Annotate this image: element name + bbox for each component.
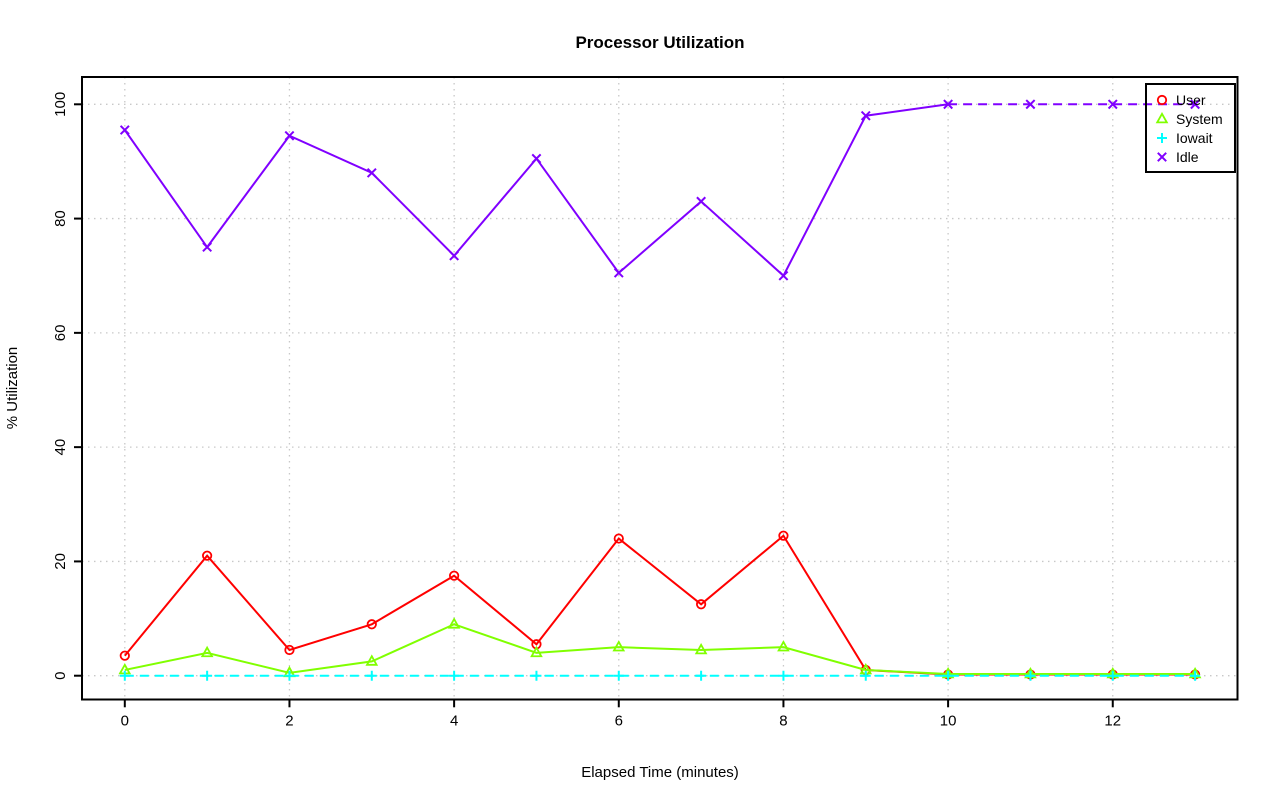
- data-point-idle: [531, 153, 542, 164]
- data-point-iowait: [119, 670, 130, 681]
- x-tick-label: 2: [285, 712, 293, 729]
- series-idle: [119, 99, 1200, 281]
- data-point-idle: [613, 267, 624, 278]
- legend-label: System: [1176, 110, 1223, 127]
- data-point-iowait: [613, 670, 624, 681]
- y-tick-label: 60: [52, 325, 69, 342]
- data-point-iowait: [860, 670, 871, 681]
- legend-item-user: User: [1147, 90, 1234, 109]
- data-point-iowait: [696, 670, 707, 681]
- data-point-user: [778, 530, 789, 541]
- legend-label: Iowait: [1176, 129, 1213, 146]
- data-point-idle: [1025, 99, 1036, 110]
- data-point-user: [284, 644, 295, 656]
- data-point-iowait: [1190, 670, 1201, 681]
- x-tick-label: 0: [121, 712, 129, 729]
- data-point-idle: [1107, 99, 1118, 110]
- data-point-system: [612, 640, 626, 652]
- legend-system-marker-icon: [1155, 111, 1169, 123]
- legend-label: User: [1176, 91, 1206, 108]
- legend-marker-glyph: [1157, 132, 1167, 143]
- chart-title: Processor Utilization: [575, 33, 744, 52]
- data-point-idle: [778, 270, 789, 281]
- data-point-iowait: [449, 670, 460, 681]
- plot-border: [81, 76, 1239, 701]
- data-point-idle: [119, 125, 130, 135]
- data-point-system: [200, 645, 214, 658]
- data-point-system: [365, 654, 379, 666]
- data-point-system: [447, 617, 461, 629]
- data-point-idle: [860, 110, 871, 121]
- legend: User System Iowait Idle: [1145, 83, 1236, 173]
- axis-layer: 0 2 4 6 8 10 12 0 20 40 60 80 100: [52, 92, 1121, 730]
- legend-item-system: System: [1147, 109, 1234, 128]
- data-point-idle: [696, 196, 707, 207]
- data-point-user: [366, 619, 377, 630]
- series-line-idle-solid: [123, 103, 949, 278]
- legend-marker-glyph: [1155, 111, 1169, 123]
- x-tick-label: 8: [779, 712, 787, 729]
- y-tick-label: 40: [52, 439, 69, 456]
- data-point-iowait: [1107, 670, 1118, 681]
- x-tick-label: 10: [940, 712, 957, 729]
- data-point-user: [613, 533, 624, 544]
- series-iowait: [119, 670, 1201, 681]
- data-point-iowait: [284, 670, 295, 681]
- y-tick-label: 80: [52, 210, 69, 227]
- data-point-system: [530, 645, 543, 658]
- grid-layer: [82, 77, 1238, 700]
- series-line-system: [124, 623, 1196, 675]
- data-point-idle: [1190, 99, 1200, 110]
- y-tick-label: 20: [52, 553, 69, 570]
- data-point-idle: [284, 130, 295, 141]
- data-point-system: [777, 640, 790, 652]
- data-point-iowait: [943, 670, 954, 681]
- data-point-user: [202, 550, 213, 561]
- data-point-user: [119, 650, 130, 661]
- data-point-idle: [202, 242, 213, 253]
- data-point-iowait: [531, 670, 542, 681]
- legend-idle-marker-icon: [1157, 151, 1167, 162]
- data-point-system: [694, 642, 708, 655]
- data-point-idle: [366, 167, 377, 178]
- series-layer: [118, 99, 1202, 681]
- y-tick-label: 0: [52, 672, 69, 680]
- data-point-iowait: [1025, 670, 1036, 681]
- series-user: [119, 530, 1201, 680]
- data-point-user: [696, 599, 707, 610]
- x-tick-label: 6: [615, 712, 623, 729]
- data-point-iowait: [366, 670, 377, 681]
- data-point-idle: [449, 250, 460, 261]
- data-point-iowait: [778, 670, 789, 681]
- legend-label: Idle: [1176, 148, 1199, 165]
- data-point-user: [449, 570, 460, 581]
- y-tick-label: 100: [52, 92, 69, 117]
- data-point-iowait: [202, 670, 213, 681]
- legend-marker-glyph: [1156, 94, 1168, 105]
- x-tick-label: 4: [450, 712, 458, 729]
- legend-item-idle: Idle: [1147, 147, 1234, 166]
- legend-user-marker-icon: [1156, 94, 1168, 105]
- data-point-idle: [943, 99, 954, 110]
- x-axis-label: Elapsed Time (minutes): [581, 764, 739, 781]
- legend-marker-glyph: [1157, 151, 1167, 162]
- series-line-user: [124, 534, 1196, 676]
- x-tick-label: 12: [1104, 712, 1121, 729]
- series-system: [118, 617, 1202, 679]
- legend-item-iowait: Iowait: [1147, 128, 1234, 147]
- y-axis-label: % Utilization: [4, 347, 21, 430]
- legend-iowait-marker-icon: [1157, 132, 1167, 143]
